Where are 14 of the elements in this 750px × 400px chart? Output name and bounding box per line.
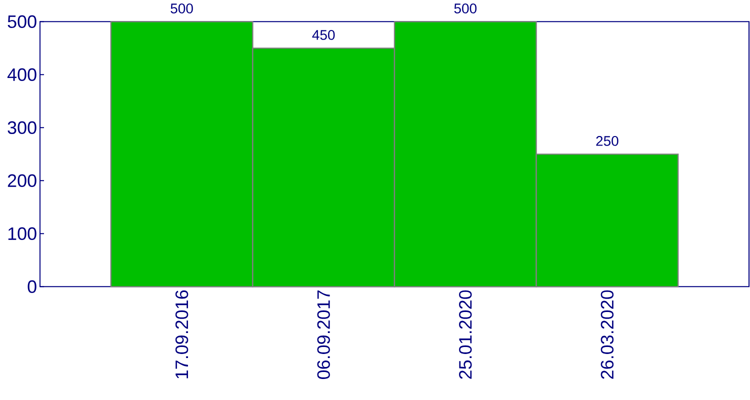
x-tick-label: 26.03.2020 <box>600 290 614 379</box>
data-label: 450 <box>312 30 335 40</box>
data-label: 500 <box>170 4 193 14</box>
data-label: 250 <box>596 136 618 146</box>
x-tick-label: 17.09.2016 <box>175 290 188 378</box>
data-label: 500 <box>454 4 477 14</box>
y-tick-label: 100 <box>8 227 36 240</box>
y-tick-label: 400 <box>7 68 36 82</box>
x-tick-label: 25.01.2020 <box>459 290 472 379</box>
x-tick-label: 06.09.2017 <box>317 290 330 379</box>
y-tick-label: 200 <box>8 174 36 188</box>
y-tick-label: 500 <box>8 15 36 28</box>
y-tick-label: 300 <box>8 121 36 134</box>
y-tick-label: 0 <box>28 280 36 294</box>
